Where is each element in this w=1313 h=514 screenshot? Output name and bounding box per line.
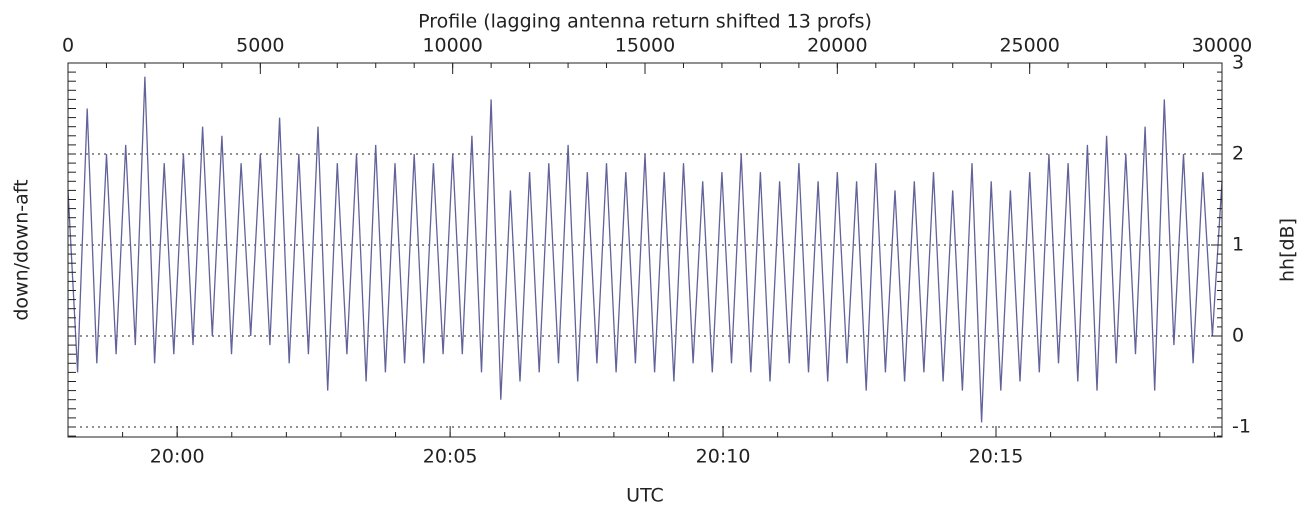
top-axis-title: Profile (lagging antenna return shifted … xyxy=(418,11,872,33)
data-line xyxy=(67,76,1223,423)
x-tick-label: 30000 xyxy=(1192,35,1252,57)
y2-tick-label: 1 xyxy=(1232,233,1244,255)
x-tick-label: 25000 xyxy=(999,35,1059,57)
x-axis-title: UTC xyxy=(626,485,664,507)
y2-tick-label: 3 xyxy=(1232,52,1244,74)
x-tick-label: 10000 xyxy=(422,35,482,57)
x-tick-label: 20000 xyxy=(807,35,867,57)
y2-tick-label: -1 xyxy=(1232,415,1251,437)
y2-tick-label: 2 xyxy=(1232,142,1244,164)
y2-axis-title: hh[dB] xyxy=(1277,218,1299,282)
x2-tick-label: 20:15 xyxy=(969,446,1024,468)
x2-tick-label: 20:10 xyxy=(696,446,751,468)
x2-tick-label: 20:05 xyxy=(423,446,478,468)
plot-frame xyxy=(67,62,1223,438)
x-tick-label: 5000 xyxy=(236,35,284,57)
y2-tick-label: 0 xyxy=(1232,324,1244,346)
x-tick-label: 0 xyxy=(62,35,74,57)
x2-tick-label: 20:00 xyxy=(150,446,205,468)
y-axis-title: down/down-aft xyxy=(11,179,33,320)
x-tick-label: 15000 xyxy=(615,35,675,57)
